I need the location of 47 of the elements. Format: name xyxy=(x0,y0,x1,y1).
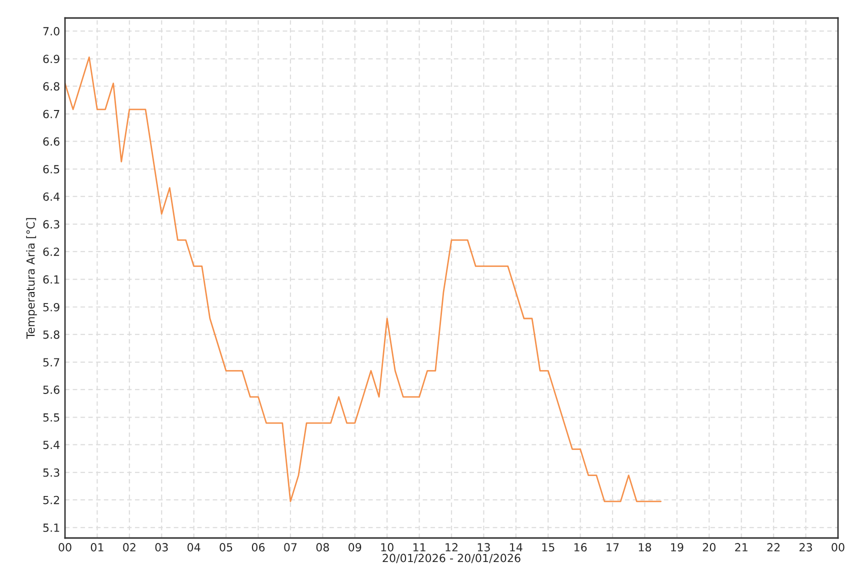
x-tick-label: 05 xyxy=(220,543,232,552)
x-tick-label: 01 xyxy=(90,543,104,552)
x-tick-label: 13 xyxy=(478,543,490,552)
x-axis-title: 20/01/2026 - 20/01/2026 xyxy=(382,554,520,564)
x-tick-label: 15 xyxy=(542,543,554,552)
y-tick-label: 5.5 xyxy=(43,413,60,422)
line-series xyxy=(65,56,662,502)
x-tick-label: 04 xyxy=(187,543,200,552)
y-tick-label: 6.5 xyxy=(43,165,60,174)
y-tick-label: 6.4 xyxy=(43,192,60,201)
y-tick-label: 6.7 xyxy=(43,110,60,118)
y-tick-label: 6.3 xyxy=(43,220,60,229)
y-tick-label: 5.7 xyxy=(43,358,60,367)
x-tick-label: 10 xyxy=(381,543,394,552)
x-tick-label: 00 xyxy=(832,543,844,552)
x-tick-label: 22 xyxy=(767,543,780,552)
x-tick-label: 09 xyxy=(348,543,362,552)
x-tick-label: 23 xyxy=(800,543,812,552)
x-tick-label: 06 xyxy=(252,543,265,552)
y-tick-label: 5.2 xyxy=(43,496,60,504)
x-tick-label: 11 xyxy=(413,543,426,552)
y-tick-label: 5.6 xyxy=(43,386,60,394)
x-tick-label: 02 xyxy=(123,543,136,552)
y-tick-label: 5.1 xyxy=(43,524,60,532)
y-tick-label: 5.3 xyxy=(43,468,60,477)
y-tick-label: 5.9 xyxy=(43,302,60,312)
y-tick-label: 6.6 xyxy=(43,137,60,146)
x-tick-label: 17 xyxy=(606,543,619,552)
x-tick-label: 00 xyxy=(58,543,72,552)
y-tick-label: 6.2 xyxy=(43,248,60,256)
x-tick-label: 03 xyxy=(155,543,168,552)
x-tick-label: 19 xyxy=(671,543,684,552)
x-tick-label: 07 xyxy=(284,543,297,552)
y-tick-label: 5.8 xyxy=(43,330,60,339)
y-tick-label: 6.1 xyxy=(43,275,60,284)
x-tick-label: 21 xyxy=(735,543,748,552)
x-tick-label: 12 xyxy=(446,543,458,552)
x-tick-label: 14 xyxy=(510,543,522,552)
y-tick-label: 6.8 xyxy=(43,82,60,91)
y-tick-label: 7.0 xyxy=(43,27,60,36)
x-tick-label: 20 xyxy=(702,543,716,552)
y-axis-title: Temperatura Aria [°C] xyxy=(26,218,37,339)
x-tick-label: 16 xyxy=(574,543,587,552)
y-tick-label: 6.9 xyxy=(43,54,60,64)
x-tick-label: 08 xyxy=(316,543,329,552)
y-tick-label: 5.4 xyxy=(43,440,60,450)
x-tick-label: 18 xyxy=(638,543,652,552)
